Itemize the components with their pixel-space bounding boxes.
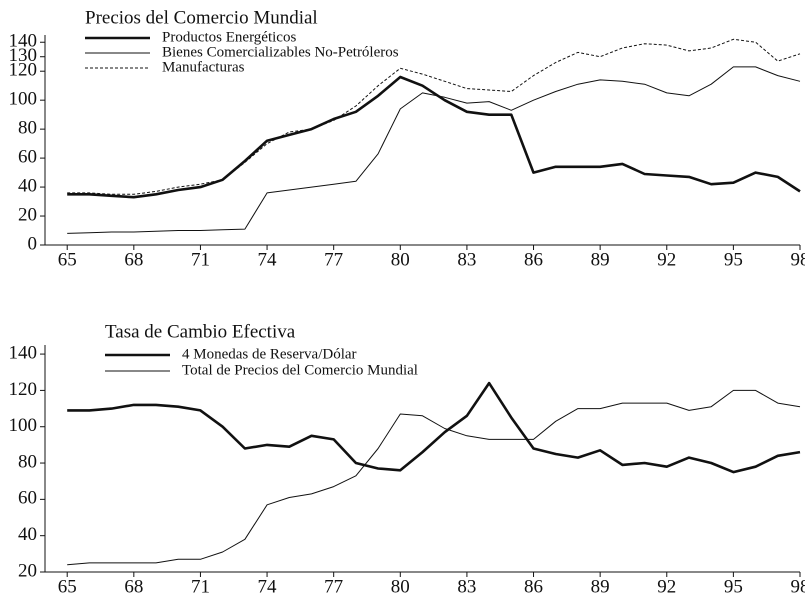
y-tick-label: 40 xyxy=(18,175,37,196)
y-tick-label: 80 xyxy=(18,117,37,138)
x-tick-label: 95 xyxy=(724,249,743,270)
legend-label: Bienes Comercializables No-Petróleros xyxy=(162,44,399,60)
y-tick-label: 140 xyxy=(9,31,38,52)
y-tick-label: 40 xyxy=(18,524,37,545)
x-tick-label: 65 xyxy=(58,249,77,270)
y-tick-label: 20 xyxy=(18,204,37,225)
x-tick-label: 74 xyxy=(258,576,278,595)
x-tick-label: 92 xyxy=(657,576,676,595)
x-tick-label: 95 xyxy=(724,576,743,595)
x-tick-label: 89 xyxy=(591,249,610,270)
x-tick-label: 98 xyxy=(791,249,805,270)
y-tick-label: 130 xyxy=(9,45,38,66)
series-line xyxy=(67,66,801,234)
x-tick-label: 80 xyxy=(391,249,410,270)
y-tick-label: 100 xyxy=(9,415,38,436)
chart-title: Precios del Comercio Mundial xyxy=(85,7,318,28)
y-tick-label: 120 xyxy=(9,60,38,81)
x-tick-label: 68 xyxy=(124,576,143,595)
y-tick-label: 0 xyxy=(28,233,38,254)
x-tick-label: 68 xyxy=(124,249,143,270)
y-tick-label: 60 xyxy=(18,488,37,509)
y-tick-label: 60 xyxy=(18,146,37,167)
series-line xyxy=(67,75,801,199)
y-tick-label: 140 xyxy=(9,342,38,363)
chart-title: Tasa de Cambio Efectiva xyxy=(105,321,296,342)
x-tick-label: 71 xyxy=(191,576,210,595)
series-line xyxy=(67,381,801,474)
x-tick-label: 83 xyxy=(457,249,476,270)
x-tick-label: 86 xyxy=(524,249,543,270)
x-tick-label: 86 xyxy=(524,576,543,595)
y-tick-label: 120 xyxy=(9,379,38,400)
y-tick-label: 80 xyxy=(18,451,37,472)
y-tick-label: 20 xyxy=(18,560,37,581)
x-tick-label: 89 xyxy=(591,576,610,595)
x-tick-label: 74 xyxy=(258,249,278,270)
x-tick-label: 65 xyxy=(58,576,77,595)
x-tick-label: 92 xyxy=(657,249,676,270)
legend-label: Productos Energéticos xyxy=(162,29,296,45)
y-tick-label: 100 xyxy=(9,89,38,110)
x-tick-label: 98 xyxy=(791,576,805,595)
legend-label: Manufacturas xyxy=(162,59,245,75)
x-tick-label: 80 xyxy=(391,576,410,595)
x-tick-label: 83 xyxy=(457,576,476,595)
x-tick-label: 77 xyxy=(324,576,343,595)
x-tick-label: 71 xyxy=(191,249,210,270)
series-line xyxy=(67,389,801,566)
legend-label: Total de Precios del Comercio Mundial xyxy=(182,362,418,378)
series-line xyxy=(67,38,801,195)
x-tick-label: 77 xyxy=(324,249,343,270)
legend-label: 4 Monedas de Reserva/Dólar xyxy=(182,346,357,362)
